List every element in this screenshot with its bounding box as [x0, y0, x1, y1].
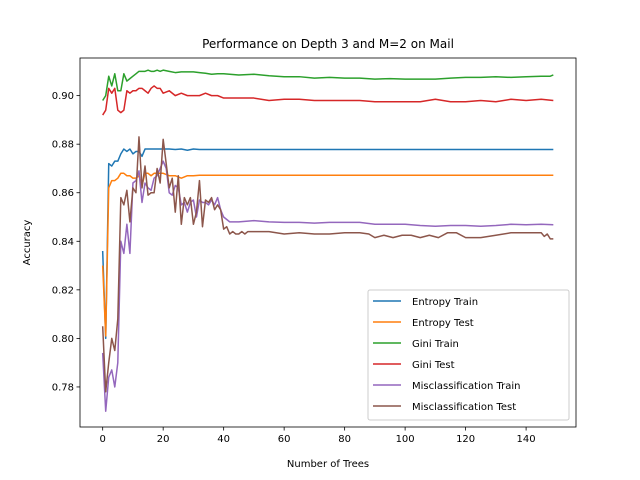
y-tick-label: 0.78	[52, 382, 74, 393]
series-line-gini-train	[102, 69, 554, 101]
legend-label: Entropy Test	[412, 318, 474, 329]
x-tick-label: 80	[338, 434, 351, 445]
x-tick-label: 100	[396, 434, 415, 445]
x-tick-label: 60	[278, 434, 291, 445]
series-line-gini-test	[102, 85, 554, 116]
x-tick-label: 20	[157, 434, 170, 445]
plot-area	[79, 57, 577, 428]
x-axis: 0 20 40 60 80 100 120 140	[99, 427, 536, 445]
legend: Entropy Train Entropy Test Gini Train Gini …	[367, 289, 570, 421]
y-tick-label: 0.82	[52, 285, 74, 296]
x-tick-label: 40	[217, 434, 230, 445]
x-axis-label: Number of Trees	[287, 459, 369, 470]
legend-label: Misclassification Train	[412, 381, 520, 392]
y-tick-label: 0.84	[52, 237, 74, 248]
legend-label: Misclassification Test	[412, 402, 516, 413]
legend-label: Gini Test	[412, 360, 455, 371]
series-line-entropy-test	[101, 172, 554, 337]
legend-frame	[367, 289, 570, 421]
legend-label: Entropy Train	[412, 297, 478, 308]
series-layer	[101, 69, 554, 412]
axes-frame	[79, 57, 577, 428]
y-tick-label: 0.90	[52, 91, 74, 102]
legend-label: Gini Train	[412, 339, 459, 350]
x-tick-label: 0	[99, 434, 105, 445]
y-tick-label: 0.80	[52, 334, 74, 345]
y-axis: 0.78 0.80 0.82 0.84 0.86 0.88 0.90	[52, 91, 80, 393]
y-tick-label: 0.86	[52, 188, 74, 199]
series-line-misclassification-test	[101, 136, 554, 393]
series-line-misclassification-train	[101, 160, 554, 412]
series-line-entropy-train	[101, 148, 554, 340]
chart-title: Performance on Depth 3 and M=2 on Mail	[202, 37, 454, 51]
y-tick-label: 0.88	[52, 140, 74, 151]
y-axis-label: Accuracy	[22, 220, 33, 266]
x-tick-label: 120	[456, 434, 475, 445]
x-tick-label: 140	[517, 434, 536, 445]
